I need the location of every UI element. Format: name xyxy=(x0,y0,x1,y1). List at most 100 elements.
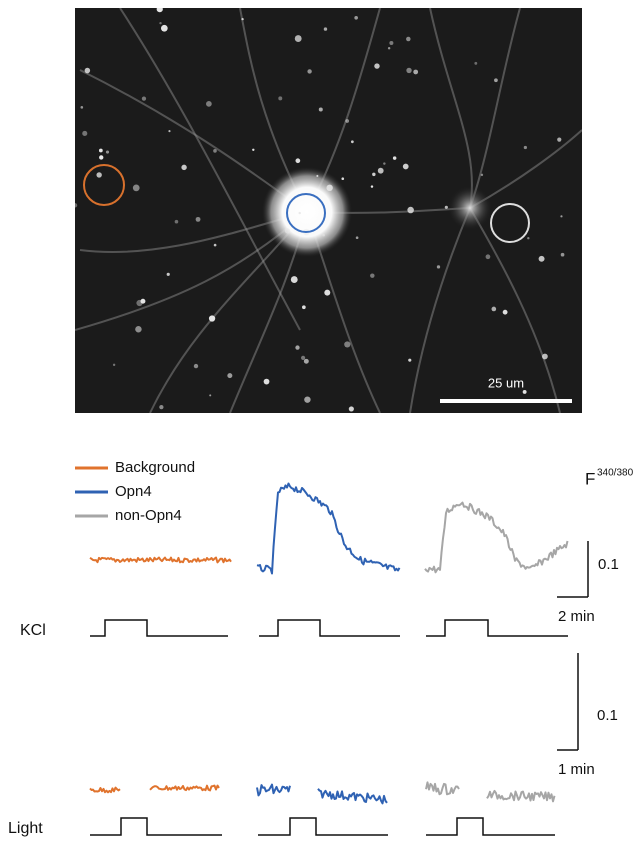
spot xyxy=(99,149,103,153)
spot xyxy=(371,185,373,187)
spot xyxy=(278,96,282,100)
spot xyxy=(135,326,141,332)
stimulus xyxy=(258,818,388,835)
spot xyxy=(503,310,508,315)
stimulus xyxy=(90,818,222,835)
spot xyxy=(492,307,497,312)
spot xyxy=(106,150,109,153)
spot xyxy=(403,164,409,170)
spot xyxy=(209,315,215,321)
spot xyxy=(196,217,201,222)
spot xyxy=(349,406,354,411)
spot xyxy=(372,173,375,176)
spot xyxy=(264,379,270,385)
spot xyxy=(408,359,411,362)
spot xyxy=(85,68,91,74)
spot xyxy=(481,174,483,176)
scale-y-label: 0.1 xyxy=(598,556,619,573)
legend: Background Opn4 non-Opn4 xyxy=(75,459,195,524)
spot xyxy=(474,62,477,65)
spot xyxy=(209,394,211,396)
spot xyxy=(168,130,170,132)
spot xyxy=(304,359,309,364)
micrograph: 25 um xyxy=(73,6,582,413)
spot xyxy=(161,25,168,32)
spot xyxy=(81,106,84,109)
legend-label: non-Opn4 xyxy=(115,507,182,524)
spot xyxy=(167,273,170,276)
spot xyxy=(214,244,217,247)
spot xyxy=(159,22,161,24)
spot xyxy=(354,16,358,20)
spot xyxy=(304,396,310,402)
stimulus xyxy=(426,620,568,636)
spot xyxy=(351,140,354,143)
spot xyxy=(393,156,396,159)
spot xyxy=(295,158,300,163)
legend-label: Opn4 xyxy=(115,483,152,500)
spot xyxy=(324,290,330,296)
spot xyxy=(301,356,305,360)
trace xyxy=(318,789,387,804)
spot xyxy=(561,253,565,257)
spot xyxy=(383,162,385,164)
spot xyxy=(175,220,179,224)
spot xyxy=(539,256,545,262)
trace xyxy=(150,786,219,791)
scale-x-label: 1 min xyxy=(558,761,595,778)
spot xyxy=(213,149,217,153)
spot xyxy=(527,237,529,239)
trace xyxy=(425,503,568,573)
spot xyxy=(486,254,491,259)
trace xyxy=(90,788,120,793)
spot xyxy=(307,69,311,73)
scale-bar-label: 25 um xyxy=(488,375,524,390)
spot xyxy=(324,27,327,30)
spot xyxy=(73,203,77,207)
trace xyxy=(426,782,459,794)
spot xyxy=(159,405,163,409)
spot xyxy=(406,68,411,73)
spot xyxy=(96,172,101,177)
spot xyxy=(181,165,186,170)
row-label: Light xyxy=(8,820,43,837)
spot xyxy=(302,305,306,309)
spot xyxy=(295,35,302,42)
stimulus xyxy=(259,620,400,636)
spot xyxy=(252,149,254,151)
spot xyxy=(406,37,410,41)
spot xyxy=(378,168,384,174)
spot xyxy=(227,373,232,378)
trace xyxy=(90,558,231,563)
spot xyxy=(524,146,527,149)
spot xyxy=(113,364,115,366)
row-label: KCl xyxy=(20,622,46,639)
spot xyxy=(140,299,145,304)
trace xyxy=(257,484,400,574)
traces xyxy=(90,484,568,836)
spot xyxy=(133,185,140,192)
spot xyxy=(316,175,318,177)
spot xyxy=(295,345,299,349)
scale-x-label: 2 min xyxy=(558,608,595,625)
spot xyxy=(341,177,344,180)
spot xyxy=(285,228,290,233)
spot xyxy=(523,390,527,394)
scale-y-label: 0.1 xyxy=(597,707,618,724)
stimulus xyxy=(426,818,555,835)
trace xyxy=(257,785,290,796)
spot xyxy=(291,276,298,283)
stimulus xyxy=(90,620,228,636)
spot xyxy=(374,63,379,68)
spot xyxy=(299,212,301,214)
units-superscript: 340/380 xyxy=(597,468,634,479)
spot xyxy=(542,354,548,360)
legend-label: Background xyxy=(115,459,195,476)
spot xyxy=(437,265,440,268)
spot xyxy=(194,364,198,368)
spot xyxy=(557,138,561,142)
spot xyxy=(206,101,212,107)
spot xyxy=(157,6,163,12)
spot xyxy=(494,78,498,82)
spot xyxy=(241,18,243,20)
